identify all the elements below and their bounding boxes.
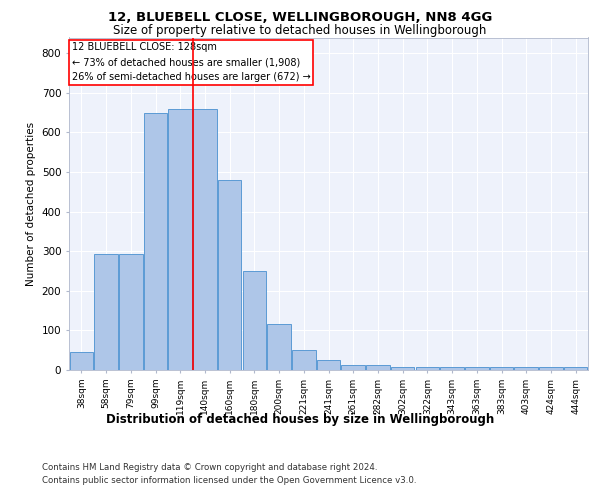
Y-axis label: Number of detached properties: Number of detached properties <box>26 122 36 286</box>
Bar <box>169 109 192 370</box>
Bar <box>70 352 93 370</box>
Bar <box>465 367 488 370</box>
Bar <box>144 112 167 370</box>
Text: Contains public sector information licensed under the Open Government Licence v3: Contains public sector information licen… <box>42 476 416 485</box>
Text: 12 BLUEBELL CLOSE: 128sqm
← 73% of detached houses are smaller (1,908)
26% of se: 12 BLUEBELL CLOSE: 128sqm ← 73% of detac… <box>71 42 310 82</box>
Text: Contains HM Land Registry data © Crown copyright and database right 2024.: Contains HM Land Registry data © Crown c… <box>42 462 377 471</box>
Bar <box>193 109 217 370</box>
Bar <box>514 367 538 370</box>
Bar <box>366 365 389 370</box>
Bar <box>440 367 464 370</box>
Text: Distribution of detached houses by size in Wellingborough: Distribution of detached houses by size … <box>106 412 494 426</box>
Bar <box>341 365 365 370</box>
Text: 12, BLUEBELL CLOSE, WELLINGBOROUGH, NN8 4GG: 12, BLUEBELL CLOSE, WELLINGBOROUGH, NN8 … <box>108 11 492 24</box>
Bar <box>391 367 415 370</box>
Bar <box>292 350 316 370</box>
Bar <box>94 254 118 370</box>
Text: Size of property relative to detached houses in Wellingborough: Size of property relative to detached ho… <box>113 24 487 37</box>
Bar <box>539 367 563 370</box>
Bar <box>564 367 587 370</box>
Bar <box>490 367 513 370</box>
Bar <box>242 271 266 370</box>
Bar <box>416 367 439 370</box>
Bar <box>218 180 241 370</box>
Bar <box>317 360 340 370</box>
Bar <box>119 254 143 370</box>
Bar <box>268 324 291 370</box>
